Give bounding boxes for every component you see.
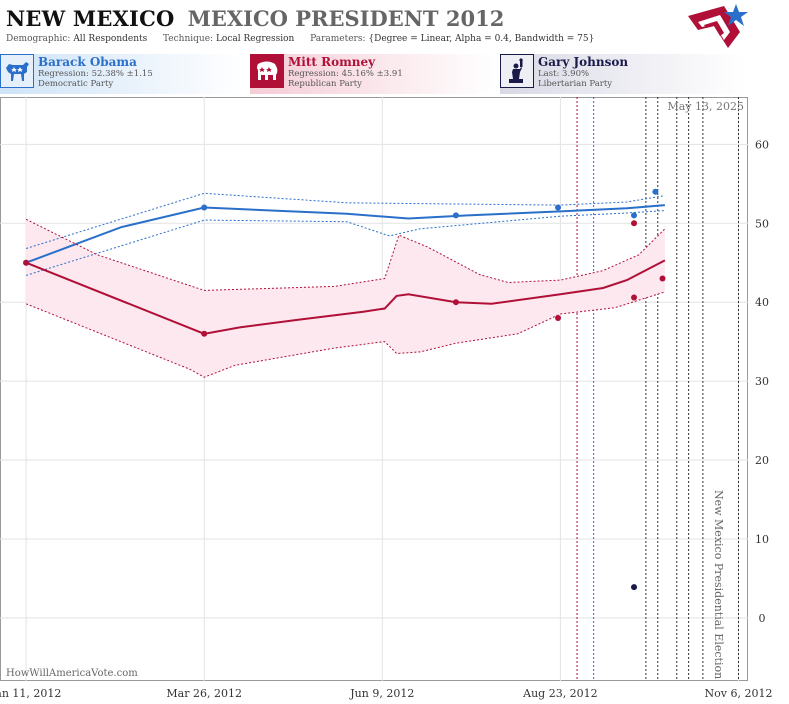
confidence-upper	[25, 218, 666, 291]
confidence-lower	[25, 210, 665, 276]
candidate-obama: Barack Obama Regression: 52.38% ±1.15 De…	[0, 54, 245, 94]
candidate-stat: Last: 3.90%	[538, 69, 590, 79]
poll-point	[452, 212, 459, 219]
poll-point	[631, 212, 638, 219]
x-tick-label: Mar 26, 2012	[166, 687, 242, 700]
donkey-icon	[0, 54, 34, 88]
x-tick-label: Nov 6, 2012	[705, 687, 773, 700]
parameters-value: {Degree = Linear, Alpha = 0.4, Bandwidth…	[368, 34, 595, 44]
x-tick-label: Jan 11, 2012	[0, 687, 61, 700]
parameters-row: Demographic: All Respondents Technique: …	[6, 34, 594, 44]
poll-point	[631, 584, 638, 591]
y-tick-label: 0	[759, 612, 766, 625]
confidence-band	[26, 219, 665, 378]
title-row: NEW MEXICO MEXICO PRESIDENT 2012	[6, 6, 504, 31]
state-title: NEW MEXICO	[6, 6, 175, 31]
y-tick-label: 50	[755, 217, 769, 230]
poll-point	[201, 330, 208, 337]
x-tick-label: Aug 23, 2012	[522, 687, 598, 700]
poll-point	[631, 220, 638, 227]
poll-point	[659, 275, 666, 282]
poll-point	[555, 314, 562, 321]
race-title: MEXICO PRESIDENT 2012	[187, 6, 505, 31]
candidate-johnson: Gary Johnson Last: 3.90% Libertarian Par…	[500, 54, 745, 94]
plot-frame	[0, 97, 748, 681]
y-tick-label: 30	[755, 375, 769, 388]
election-label: New Mexico Presidential Election	[712, 490, 725, 679]
candidate-name: Gary Johnson	[538, 55, 629, 69]
candidate-name: Mitt Romney	[288, 55, 376, 69]
candidate-name: Barack Obama	[38, 55, 137, 69]
demographic-value: All Respondents	[73, 34, 148, 44]
candidate-party: Republican Party	[288, 79, 362, 89]
candidate-stat: Regression: 45.16% ±3.91	[288, 69, 403, 79]
y-tick-label: 20	[755, 454, 769, 467]
candidate-party: Libertarian Party	[538, 79, 613, 89]
elephant-icon	[250, 54, 284, 88]
parameters-label: Parameters:	[310, 34, 366, 44]
confidence-upper	[25, 192, 665, 249]
y-tick-label: 40	[755, 296, 769, 309]
poll-chart: 0 10 20 30 40 50 60 Jan 11, 2012 Mar 26, 2012 Jun…	[0, 97, 773, 700]
poll-point	[555, 204, 562, 211]
poll-point	[23, 259, 30, 266]
trend-line	[25, 259, 666, 335]
y-tick-label: 10	[755, 533, 769, 546]
statue-of-liberty-icon	[500, 54, 534, 88]
demographic-label: Demographic:	[6, 34, 71, 44]
poll-point	[201, 204, 208, 211]
site-logo	[688, 4, 748, 48]
y-tick-label: 60	[755, 138, 769, 151]
poll-point	[452, 299, 459, 306]
poll-point	[652, 188, 659, 195]
candidate-romney: Mitt Romney Regression: 45.16% ±3.91 Rep…	[250, 54, 495, 94]
trend-line	[25, 204, 665, 264]
technique-value: Local Regression	[215, 34, 295, 44]
technique-label: Technique:	[163, 34, 214, 44]
poll-point	[631, 294, 638, 301]
site-credit: HowWillAmericaVote.com	[6, 668, 138, 679]
x-tick-label: Jun 9, 2012	[349, 687, 414, 700]
candidate-stat: Regression: 52.38% ±1.15	[38, 69, 153, 79]
confidence-lower	[25, 291, 666, 378]
annotation-date: May 13, 2025	[667, 100, 744, 113]
candidate-party: Democratic Party	[38, 79, 114, 89]
